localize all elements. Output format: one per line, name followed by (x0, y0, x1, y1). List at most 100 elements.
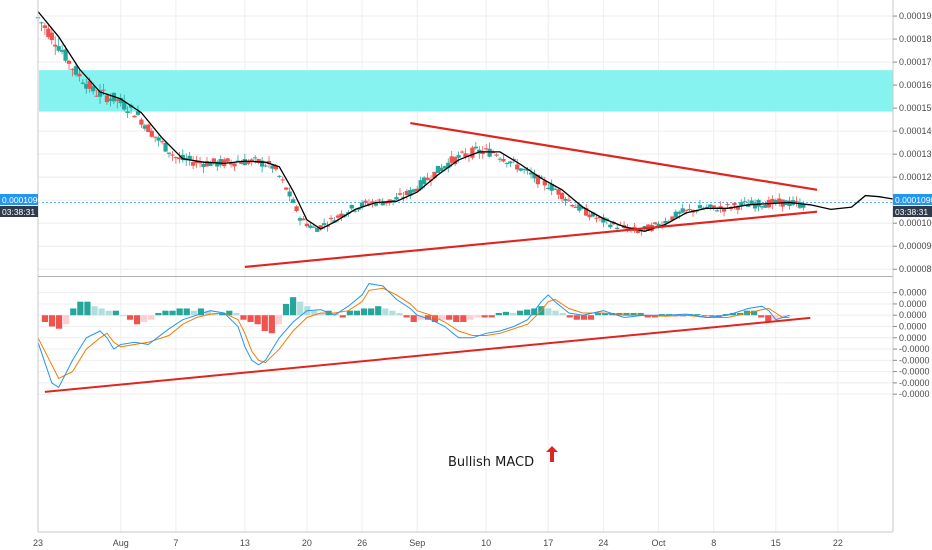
candle-body (608, 224, 613, 228)
candle-body (721, 208, 727, 212)
candle-body (794, 201, 799, 203)
candle-body (752, 203, 758, 209)
histogram-bar (290, 297, 297, 316)
histogram-bar (708, 315, 715, 317)
candle-body (149, 130, 154, 137)
candle-body (546, 187, 551, 190)
price-tick-label: 0.0001800 (899, 34, 932, 44)
candle-body (490, 152, 496, 154)
histogram-bar (204, 310, 212, 316)
candle-body (549, 183, 554, 191)
candle-body (459, 151, 465, 153)
histogram-bar (587, 315, 595, 320)
candle-body (515, 164, 520, 170)
candle-body (542, 180, 547, 186)
candle-body (404, 190, 410, 196)
time-tick-label: 10 (481, 538, 491, 548)
candle-body (756, 199, 761, 207)
histogram-bar (616, 312, 623, 316)
candle-body (708, 204, 713, 208)
candle-body (201, 163, 206, 168)
candle-body (532, 173, 537, 179)
histogram-bar (736, 312, 744, 316)
candle-body (187, 155, 192, 161)
candle-body (508, 161, 513, 164)
candle-body (370, 201, 375, 203)
candle-body (446, 162, 451, 169)
candle-body (453, 157, 458, 165)
triangle-trendline (244, 210, 818, 269)
candle-body (573, 206, 578, 208)
candle-body (473, 146, 478, 149)
candle-body (349, 204, 354, 209)
candle-body (284, 187, 289, 190)
histogram-bar (410, 315, 417, 322)
candle-body (66, 60, 72, 64)
histogram-bar (297, 301, 304, 316)
candle-body (732, 202, 737, 206)
candle-body (563, 199, 568, 201)
candle-body (132, 115, 137, 118)
right-price-badge: 0.0001090 03:38:31 (893, 194, 932, 217)
candle-body (108, 98, 113, 101)
candle-body (280, 179, 285, 181)
candle-body (677, 211, 682, 214)
candle-body (239, 162, 244, 165)
candle-body (253, 157, 258, 159)
candle-body (587, 214, 592, 218)
candle-body (304, 223, 310, 227)
candle-body (246, 161, 251, 164)
histogram-bar (268, 315, 275, 334)
histogram-bar (91, 306, 98, 316)
candle-body (435, 165, 441, 173)
histogram-bar (637, 312, 644, 316)
time-tick-label: 26 (357, 538, 367, 548)
histogram-bar (524, 309, 531, 316)
candle-body (118, 98, 123, 104)
histogram-bar (438, 315, 446, 320)
macd-histogram (41, 297, 793, 334)
candle-body (163, 142, 168, 152)
candle-body (615, 227, 620, 229)
macd-tick-label: 0.0000 (899, 288, 927, 298)
histogram-bar (453, 315, 460, 322)
candle-body (735, 206, 740, 210)
svg-text:0.0001090: 0.0001090 (2, 195, 42, 205)
histogram-bar (98, 308, 105, 316)
histogram-bar (368, 308, 375, 316)
candle-body (725, 204, 730, 206)
histogram-bar (155, 312, 162, 316)
candle-body (411, 189, 416, 192)
histogram-bar (431, 315, 439, 322)
candle-body (39, 22, 44, 24)
triangle-trendline (410, 122, 818, 191)
candle-body (439, 167, 444, 172)
candle-body (273, 165, 279, 170)
candle-body (277, 175, 282, 177)
candle-body (801, 203, 806, 208)
histogram-bar (779, 315, 786, 318)
candle-body (397, 193, 403, 195)
candle-body (339, 213, 344, 218)
candle-body (363, 200, 368, 203)
time-tick-label: 20 (302, 538, 312, 548)
candle-body (773, 199, 778, 203)
histogram-bar (701, 315, 708, 317)
candle-body (46, 28, 51, 38)
histogram-bar (190, 310, 197, 316)
candle-body (746, 204, 751, 207)
candle-body (763, 204, 768, 208)
candle-body (739, 202, 744, 206)
histogram-bar (446, 315, 453, 320)
histogram-bar (176, 308, 183, 316)
histogram-bar (566, 315, 573, 318)
candle-body (315, 228, 320, 232)
histogram-bar (233, 312, 240, 316)
histogram-bar (531, 308, 538, 316)
histogram-bar (729, 312, 736, 316)
histogram-bar (275, 315, 283, 325)
price-tick-label: 0.0000900 (899, 241, 932, 251)
candle-body (63, 49, 68, 61)
histogram-bar (126, 315, 134, 320)
